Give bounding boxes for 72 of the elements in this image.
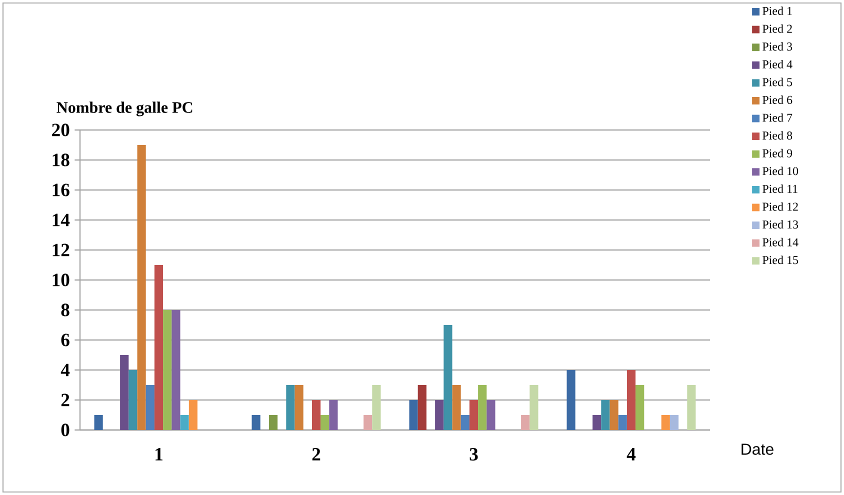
y-tick-label: 8: [61, 304, 70, 316]
bar: [409, 400, 418, 430]
bar: [329, 400, 338, 430]
bar: [661, 414, 670, 430]
legend-label: Pied 7: [762, 113, 792, 122]
y-tick-label: 20: [52, 124, 70, 136]
y-tick-label: 0: [61, 424, 70, 436]
y-tick-label: 18: [52, 154, 70, 166]
bar: [188, 400, 198, 430]
bar: [530, 384, 538, 430]
bar: [372, 384, 381, 430]
x-axis-title: Date: [742, 444, 774, 455]
bar: [120, 354, 129, 430]
bar: [626, 370, 636, 430]
y-tick-label: 10: [52, 274, 70, 286]
y-tick-label: 4: [60, 364, 70, 376]
bar: [636, 384, 644, 430]
bar: [364, 414, 372, 430]
bar: [566, 370, 576, 430]
bar: [521, 414, 530, 430]
bar: [687, 384, 696, 430]
bar: [128, 370, 138, 430]
legend-label: Pied 10: [762, 166, 798, 176]
legend-label: Pied 5: [762, 78, 792, 86]
bar: [154, 264, 164, 430]
legend-label: Pied 13: [762, 220, 798, 229]
legend-label: Pied 6: [762, 96, 792, 104]
bar: [444, 324, 452, 430]
bar: [460, 414, 470, 430]
x-tick-label: 3: [470, 448, 478, 461]
bar: [320, 414, 330, 430]
bar: [452, 384, 461, 430]
x-tick-label: 4: [626, 448, 636, 460]
bar: [163, 310, 172, 430]
legend-label: Pied 4: [762, 60, 792, 68]
x-tick-label: 2: [312, 448, 320, 460]
bar: [418, 384, 426, 430]
y-axis-title: Nombre de galle PC: [56, 102, 192, 116]
y-tick-label: 16: [52, 184, 70, 196]
bar: [268, 414, 278, 430]
x-tick-label: 1: [156, 448, 162, 460]
legend-label: Pied 15: [762, 256, 798, 264]
bar: [618, 414, 627, 430]
bar: [294, 384, 304, 430]
bar: [601, 400, 610, 430]
bar: [146, 384, 154, 430]
y-tick-label: 14: [52, 214, 70, 226]
legend-label: Pied 11: [762, 184, 798, 193]
bar: [486, 400, 496, 430]
legend-label: Pied 12: [762, 202, 798, 211]
y-tick-label: 12: [52, 244, 70, 256]
bar: [94, 414, 103, 430]
bar: [137, 144, 146, 430]
legend-label: Pied 9: [762, 148, 792, 158]
y-tick-label: 6: [61, 334, 70, 346]
bar: [670, 414, 679, 430]
legend-label: Pied 2: [762, 24, 792, 33]
bar: [180, 414, 189, 430]
bar: [610, 400, 618, 430]
bar: [469, 400, 478, 430]
y-tick-label: 2: [61, 394, 70, 406]
legend-label: Pied 8: [762, 131, 792, 140]
bar: [286, 384, 295, 430]
legend-label: Pied 14: [762, 238, 798, 246]
legend-label: Pied 3: [762, 42, 792, 51]
bar: [252, 414, 260, 430]
bar: [435, 400, 444, 430]
bar: [172, 310, 180, 430]
bar: [312, 400, 321, 430]
legend-label: Pied 1: [762, 6, 792, 16]
bar: [592, 414, 602, 430]
bar: [478, 384, 487, 430]
